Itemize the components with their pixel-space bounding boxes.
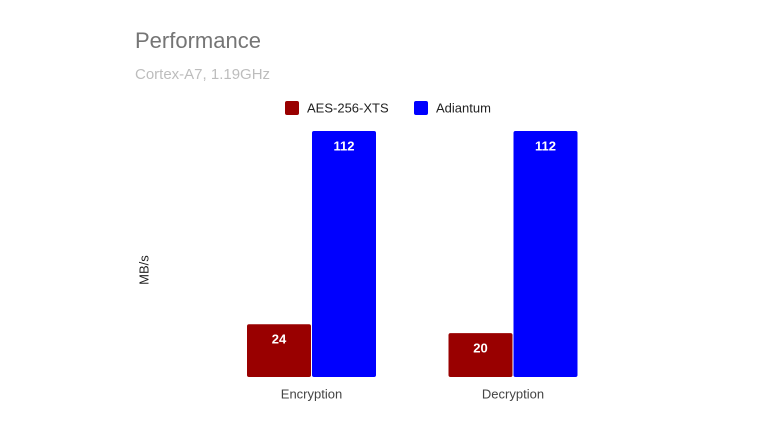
bar	[312, 131, 376, 377]
y-axis-label: MB/s	[136, 255, 151, 285]
chart-title: Performance	[135, 28, 261, 53]
legend-label: Adiantum	[436, 100, 491, 115]
value-label: 24	[272, 332, 287, 347]
bar	[247, 324, 311, 377]
legend-label: AES-256-XTS	[307, 100, 389, 115]
value-label: 20	[473, 341, 487, 356]
legend-swatch	[414, 101, 428, 115]
x-tick-label: Encryption	[281, 386, 342, 401]
legend-swatch	[285, 101, 299, 115]
bar	[513, 131, 578, 377]
bar	[448, 333, 513, 377]
value-label: 112	[334, 138, 355, 153]
value-label: 112	[535, 138, 556, 153]
chart-subtitle: Cortex-A7, 1.19GHz	[135, 66, 270, 83]
x-tick-label: Decryption	[482, 386, 544, 401]
